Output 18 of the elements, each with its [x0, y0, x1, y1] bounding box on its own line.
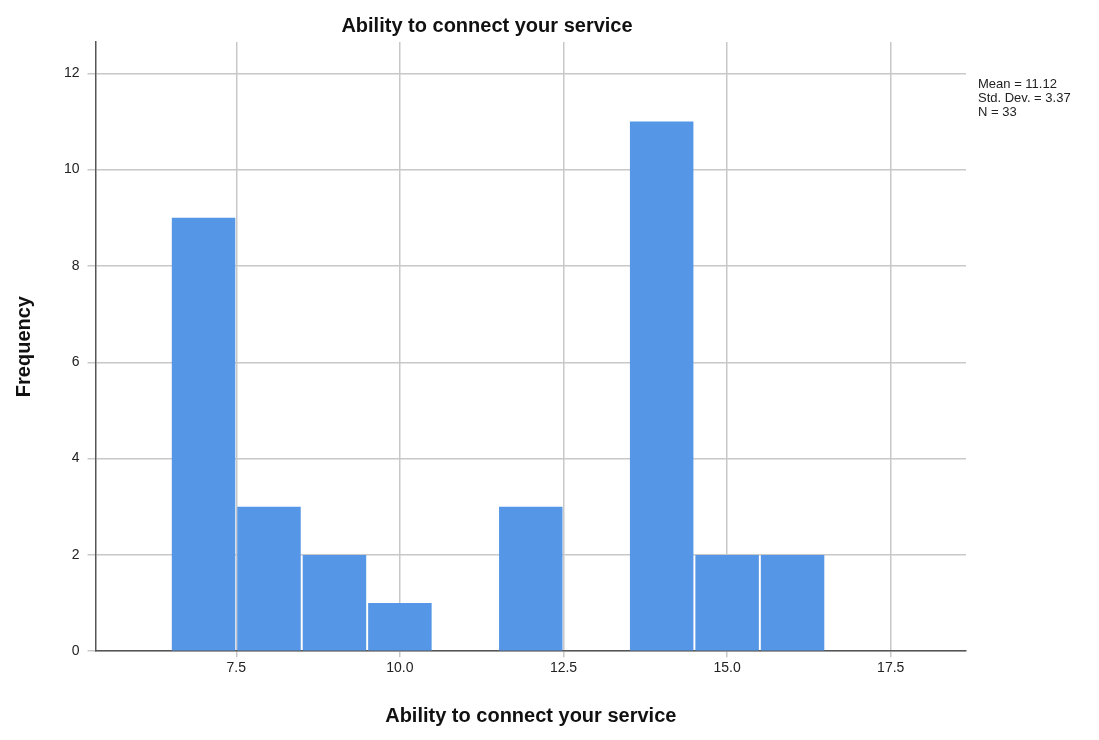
- y-tick-label: 0: [71, 642, 80, 659]
- chart-title: Ability to connect your service: [341, 13, 633, 36]
- x-tick-label: 10.0: [386, 659, 414, 676]
- text: Std. Dev. = 3.37: [978, 90, 1071, 106]
- x-axis-title: Ability to connect your service: [385, 703, 677, 726]
- x-tick-label: 17.5: [877, 659, 905, 676]
- x-tick-label: 15.0: [713, 659, 741, 676]
- y-tick-label: 12: [63, 64, 80, 81]
- y-tick-label: 10: [63, 160, 80, 177]
- x-tick-label: 12.5: [549, 659, 578, 676]
- y-tick-label: 4: [71, 449, 80, 466]
- y-tick-label: 6: [71, 353, 80, 370]
- y-tick-label: 2: [71, 545, 80, 562]
- y-axis-title: Frequency: [11, 295, 34, 398]
- x-tick-label: 7.5: [226, 659, 247, 676]
- text: Mean = 11.12: [978, 76, 1057, 92]
- text: N = 33: [978, 104, 1017, 120]
- y-tick-label: 8: [71, 256, 80, 273]
